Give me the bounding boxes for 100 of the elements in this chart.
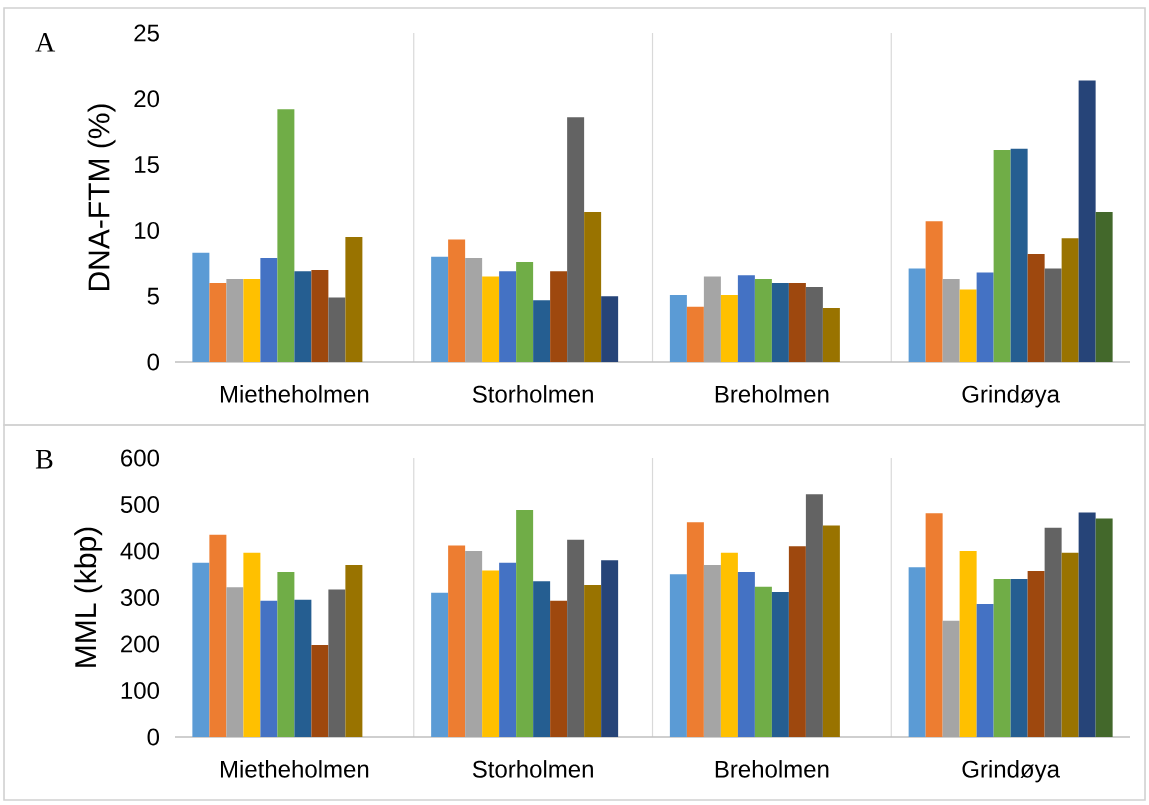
bar xyxy=(771,591,789,737)
bar xyxy=(448,545,466,737)
bar xyxy=(959,551,977,737)
bar xyxy=(567,539,585,737)
bar xyxy=(533,581,551,737)
x-tick-label: Mietheholmen xyxy=(220,385,369,403)
bar xyxy=(294,271,312,362)
bar xyxy=(448,239,466,362)
x-tick-label: Breholmen xyxy=(715,760,829,778)
bar xyxy=(226,279,244,362)
bar xyxy=(942,620,960,737)
bar xyxy=(277,109,295,362)
bar xyxy=(1027,571,1045,737)
x-tick-label: Grindøya xyxy=(962,385,1060,408)
bar xyxy=(737,275,755,362)
bar xyxy=(669,574,687,737)
bar xyxy=(720,552,738,737)
bar xyxy=(516,510,534,737)
bar xyxy=(822,308,840,362)
bar xyxy=(1061,238,1079,362)
bar xyxy=(1027,254,1045,362)
bar xyxy=(294,599,312,737)
bar xyxy=(431,592,449,737)
bar xyxy=(328,589,346,737)
bar xyxy=(226,587,244,737)
bar xyxy=(908,268,926,362)
bar xyxy=(925,513,943,737)
bar xyxy=(277,571,295,737)
bar xyxy=(567,117,585,362)
y-tick-label: 10 xyxy=(135,221,160,239)
bar xyxy=(345,236,363,362)
bar xyxy=(788,546,806,737)
text: B xyxy=(35,450,53,469)
bar xyxy=(686,306,704,362)
bar xyxy=(209,534,227,737)
bar xyxy=(499,562,517,737)
bar xyxy=(754,586,772,737)
bar xyxy=(1078,80,1096,362)
bar xyxy=(908,567,926,737)
bar xyxy=(192,252,210,362)
bar xyxy=(1095,211,1113,362)
y-tick-label: 400 xyxy=(120,542,160,560)
y-tick-label: 100 xyxy=(121,682,160,699)
bar xyxy=(311,269,329,362)
bar xyxy=(703,276,721,362)
x-tick-label: Grindøya xyxy=(962,760,1060,783)
y-tick-label: 300 xyxy=(120,589,160,606)
bar xyxy=(942,279,960,362)
bar xyxy=(754,279,772,362)
bar xyxy=(771,283,789,362)
bar xyxy=(311,644,329,737)
bar xyxy=(959,289,977,362)
bar xyxy=(601,296,619,362)
bar xyxy=(550,600,568,737)
bar xyxy=(260,258,278,362)
y-axis-title: MML (kbp) xyxy=(74,527,103,667)
bar xyxy=(805,286,823,362)
y-tick-label: 15 xyxy=(135,156,159,173)
bar xyxy=(260,600,278,737)
y-tick-label: 200 xyxy=(121,635,160,653)
bar xyxy=(550,271,568,362)
bar xyxy=(669,294,687,362)
bar xyxy=(584,584,602,737)
bar xyxy=(533,300,551,362)
bar xyxy=(328,297,346,362)
bar xyxy=(993,150,1011,362)
bar xyxy=(601,560,619,737)
bar xyxy=(737,571,755,737)
text: A xyxy=(35,33,56,52)
bar xyxy=(976,604,994,737)
bar xyxy=(243,279,261,362)
x-tick-label: Breholmen xyxy=(715,385,829,403)
bar xyxy=(805,494,823,737)
bar xyxy=(822,525,840,737)
bar xyxy=(465,258,483,362)
bar xyxy=(720,294,738,362)
y-tick-label: 5 xyxy=(147,287,159,305)
bar xyxy=(499,271,517,362)
bar xyxy=(482,570,500,737)
x-tick-label: Storholmen xyxy=(472,760,593,778)
bar xyxy=(209,283,227,362)
bar xyxy=(1095,518,1113,737)
bar xyxy=(925,221,943,362)
y-tick-label: 0 xyxy=(147,728,160,746)
y-tick-label: 20 xyxy=(134,90,160,108)
bar xyxy=(993,578,1011,737)
y-tick-label: 0 xyxy=(147,353,160,371)
y-tick-label: 25 xyxy=(134,24,159,42)
x-tick-label: Mietheholmen xyxy=(220,760,369,778)
bar xyxy=(516,261,534,362)
bar xyxy=(192,562,210,737)
bar xyxy=(1061,552,1079,737)
bar xyxy=(345,564,363,737)
bar xyxy=(1044,527,1062,737)
bar xyxy=(1078,512,1096,737)
bar xyxy=(431,256,449,362)
y-axis-title: DNA-FTM (%) xyxy=(87,104,116,291)
bar xyxy=(482,276,500,362)
bar xyxy=(788,283,806,362)
bar xyxy=(976,272,994,362)
